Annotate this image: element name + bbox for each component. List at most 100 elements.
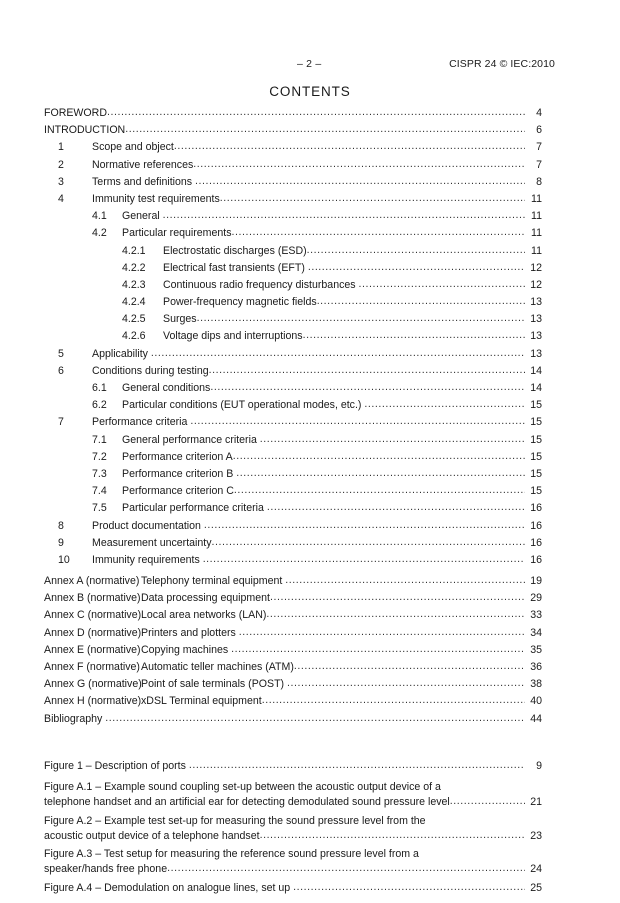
toc-entry[interactable]: Annex C (normative) Local area networks (… [44, 609, 542, 626]
toc-entry[interactable]: 7.4 Performance criterion C 15 [44, 485, 542, 502]
toc-entry[interactable]: 4.1 General 11 [44, 210, 542, 227]
toc-entry-label: Product documentation [92, 519, 204, 532]
toc-entry-label: Particular conditions (EUT operational m… [122, 399, 365, 412]
toc-entry-page: 11 [531, 192, 542, 205]
toc-entry-label: Performance criterion C [122, 485, 234, 498]
figure-entry-page: 24 [530, 863, 542, 876]
figure-entry-label: Figure 1 – Description of ports [44, 759, 189, 772]
toc-entry-page: 11 [531, 210, 542, 223]
toc-entry[interactable]: 1 Scope and object 7 [44, 141, 542, 158]
toc-entry-number: 7.4 [92, 485, 107, 498]
toc-entry[interactable]: 6 Conditions during testing 14 [44, 365, 542, 382]
toc-entry-number: 4.2.3 [122, 278, 146, 291]
toc-entry[interactable]: 4.2.3 Continuous radio frequency disturba… [44, 279, 542, 296]
dot-leader [167, 861, 525, 876]
toc-entry-page: 6 [536, 124, 542, 137]
dot-leader [190, 415, 525, 428]
toc-entry-label: Copying machines [141, 643, 232, 656]
dot-leader [105, 712, 525, 725]
toc-entry-number: 7.3 [92, 467, 107, 480]
toc-entry-page: 13 [530, 330, 542, 343]
figure-entry-line1: Figure A.3 – Test setup for measuring th… [44, 848, 419, 861]
toc-entry[interactable]: 3 Terms and definitions 8 [44, 176, 542, 193]
toc-entry[interactable]: 4.2 Particular requirements 11 [44, 227, 542, 244]
toc-entry[interactable]: 4.2.4 Power-frequency magnetic fields 13 [44, 296, 542, 313]
toc-entry-number: 4 [58, 192, 64, 205]
toc-entry[interactable]: 7 Performance criteria 15 [44, 416, 542, 433]
toc-entry-page: 35 [530, 643, 542, 656]
toc-entry-page: 7 [536, 141, 542, 154]
toc-entry-label: Immunity requirements [92, 553, 203, 566]
toc-entry[interactable]: 4.2.1 Electrostatic discharges (ESD) 11 [44, 245, 542, 262]
toc-entry[interactable]: Bibliography 44 [44, 713, 542, 730]
toc-entry[interactable]: Annex E (normative)Copying machines 35 [44, 644, 542, 661]
toc-entry[interactable]: 4 Immunity test requirements 11 [44, 193, 542, 210]
toc-entry-label: Point of sale terminals (POST) [141, 678, 288, 691]
figure-entry[interactable]: Figure A.4 – Demodulation on analogue li… [44, 881, 542, 898]
toc-entry[interactable]: 9 Measurement uncertainty 16 [44, 537, 542, 554]
toc-entry[interactable]: 7.3 Performance criterion B 15 [44, 468, 542, 485]
dot-leader [210, 381, 525, 394]
toc-entry-number: 10 [58, 553, 70, 566]
toc-entry-label: Surges [163, 313, 197, 326]
toc-entry[interactable]: 2 Normative references 7 [44, 159, 542, 176]
dot-leader [262, 694, 525, 707]
toc-entry-label: Automatic teller machines (ATM) [141, 661, 294, 673]
toc-entry[interactable]: Annex F (normative) Automatic teller mach… [44, 661, 542, 678]
toc-entry[interactable]: Annex D (normative) Printers and plotters… [44, 627, 542, 644]
toc-entry[interactable]: 4.2.5 Surges 13 [44, 313, 542, 330]
toc-entry[interactable]: 4.2.6 Voltage dips and interruptions 13 [44, 330, 542, 347]
toc-entry-label: Local area networks (LAN) [141, 609, 267, 622]
dot-leader [204, 519, 525, 532]
toc-entry-label: Measurement uncertainty [92, 536, 212, 549]
toc-entry[interactable]: 4.2.2 Electrical fast transients (EFT) 12 [44, 262, 542, 279]
toc-entry[interactable]: Annex A (normative) Telephony terminal eq… [44, 575, 542, 592]
toc-entry[interactable]: 6.1 General conditions 14 [44, 382, 542, 399]
toc-entry-page: 15 [530, 485, 542, 498]
toc-entry-page: 16 [530, 519, 542, 532]
table-of-contents: FOREWORD 4 INTRODUCTION 6 1 Scope and object 7… [44, 107, 542, 903]
toc-entry-page: 15 [530, 450, 542, 463]
toc-entry-number: 4.2.5 [122, 313, 146, 326]
toc-entry-number: Annex A (normative) [44, 575, 140, 588]
toc-entry[interactable]: 7.2 Performance criterion A 15 [44, 451, 542, 468]
toc-entry[interactable]: 6.2 Particular conditions (EUT operationa… [44, 399, 542, 416]
toc-entry-label: General performance criteria [122, 433, 260, 446]
toc-entry-label: Power-frequency magnetic fields [163, 296, 317, 309]
toc-entry[interactable]: Annex B (normative) Data processing equip… [44, 592, 542, 609]
toc-entry-label: Telephony terminal equipment [141, 575, 286, 588]
toc-entry[interactable]: FOREWORD 4 [44, 107, 542, 124]
toc-entry-number: 7.5 [92, 502, 107, 515]
dot-leader [285, 574, 525, 587]
toc-entry[interactable]: Annex H (normative) xDSL Terminal equipme… [44, 695, 542, 712]
toc-entry-list: FOREWORD 4 INTRODUCTION 6 1 Scope and object 7… [44, 107, 542, 730]
toc-entry-page: 44 [530, 712, 542, 725]
toc-entry-number: 3 [58, 175, 64, 188]
toc-entry[interactable]: 5 Applicability 13 [44, 348, 542, 365]
toc-entry-number: 4.1 [92, 210, 107, 223]
figure-entry[interactable]: Figure A.2 – Example test set-up for mea… [44, 814, 542, 843]
toc-entry[interactable]: 7.1 General performance criteria 15 [44, 434, 542, 451]
toc-entry[interactable]: INTRODUCTION 6 [44, 124, 542, 141]
toc-entry[interactable]: 7.5 Particular performance criteria 16 [44, 502, 542, 519]
figure-entry[interactable]: Figure A.3 – Test setup for measuring th… [44, 847, 542, 876]
figure-entry[interactable]: Figure 1 – Description of ports 9 [44, 759, 542, 776]
toc-entry-label: Performance criteria [92, 416, 191, 429]
toc-entry[interactable]: Annex G (normative) Point of sale termina… [44, 678, 542, 695]
toc-entry[interactable]: 10 Immunity requirements 16 [44, 554, 542, 571]
toc-entry-page: 7 [536, 158, 542, 171]
dot-leader [233, 450, 525, 463]
toc-entry-label: Data processing equipment [141, 592, 270, 605]
toc-entry[interactable]: 8 Product documentation 16 [44, 520, 542, 537]
toc-entry-number: 4.2.2 [122, 261, 146, 274]
toc-entry-page: 12 [530, 261, 542, 274]
dot-leader [266, 608, 525, 621]
toc-entry-label: Immunity test requirements [92, 192, 220, 205]
toc-entry-page: 11 [531, 244, 542, 257]
figure-entry-page: 25 [530, 882, 542, 895]
dot-leader [125, 123, 525, 136]
toc-entry-page: 33 [530, 609, 542, 622]
toc-entry-number: 4.2.4 [122, 296, 146, 309]
figure-entry[interactable]: Figure A.1 – Example sound coupling set-… [44, 780, 542, 809]
toc-entry-page: 15 [530, 467, 542, 480]
